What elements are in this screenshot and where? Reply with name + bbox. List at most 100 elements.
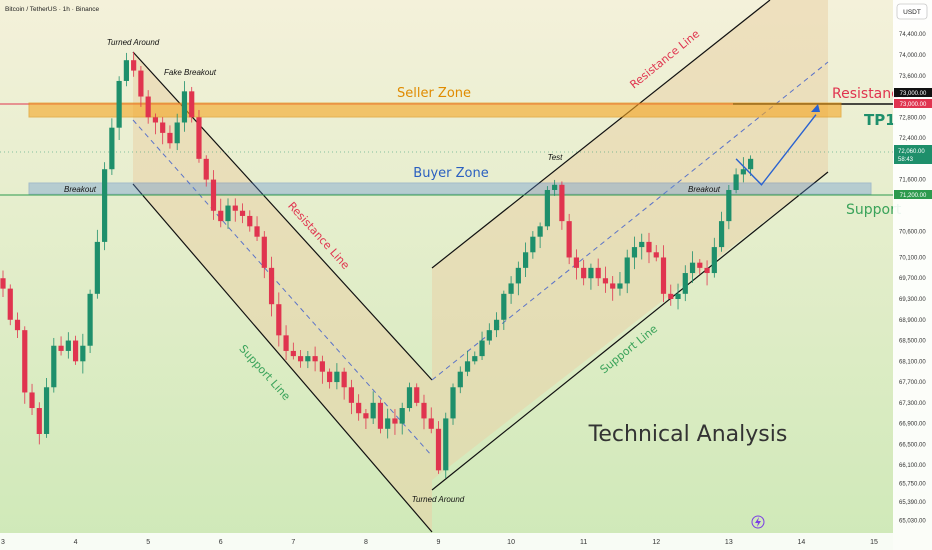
down-mid-line	[132, 119, 433, 457]
price-tick-9: 69,300.00	[899, 297, 926, 303]
time-tick-9: 12	[652, 539, 660, 546]
candle-body	[733, 174, 739, 190]
candle-body	[377, 402, 384, 429]
candles	[0, 51, 754, 479]
candle-body	[65, 340, 71, 351]
price-tick-16: 66,500.00	[899, 442, 926, 448]
candle-body	[29, 392, 35, 409]
candle-body	[109, 127, 115, 170]
up-resistance-line	[431, 0, 771, 269]
candle-body	[472, 356, 478, 362]
down-support-line	[132, 183, 433, 533]
support-label: Support	[846, 202, 902, 218]
currency-button-label: USDT	[903, 9, 921, 16]
time-tick-10: 13	[725, 539, 733, 546]
candle-body	[58, 345, 64, 351]
candle-body	[196, 117, 202, 159]
candle-body	[566, 221, 572, 258]
candle-body	[479, 340, 485, 357]
resistance-price-badge-2	[894, 99, 932, 108]
candle-body	[87, 293, 93, 346]
support-price-badge	[894, 190, 932, 199]
time-tick-1: 4	[74, 539, 78, 546]
candle-body	[370, 402, 376, 419]
candle-body	[138, 70, 144, 97]
turned-around-top-label: Turned Around	[107, 38, 160, 47]
projection-arrow-head	[811, 104, 820, 112]
candle-body	[457, 371, 463, 388]
candle-body	[385, 418, 391, 429]
price-tick-18: 65,750.00	[899, 481, 926, 487]
candle-body	[508, 283, 514, 294]
price-tick-17: 66,100.00	[899, 463, 926, 469]
candle-body	[0, 278, 6, 289]
candle-body	[559, 184, 565, 222]
candle-body	[14, 319, 21, 331]
candle-body	[72, 340, 79, 362]
technical-analysis-label: Technical Analysis	[588, 422, 788, 447]
candle-body	[327, 371, 333, 383]
breakout-right-label: Breakout	[688, 185, 721, 194]
resistance-price-badge	[894, 88, 932, 97]
candle-body	[80, 345, 86, 362]
time-tick-6: 9	[437, 539, 441, 546]
time-tick-8: 11	[580, 539, 587, 546]
candle-body	[145, 96, 151, 118]
candle-body	[123, 60, 129, 81]
candle-body	[544, 189, 550, 227]
lightning-icon[interactable]	[751, 515, 765, 529]
time-tick-12: 15	[870, 539, 878, 546]
price-tick-6: 70,600.00	[899, 230, 926, 236]
price-tick-13: 67,700.00	[899, 380, 926, 386]
price-tick-15: 66,900.00	[899, 422, 926, 428]
up-channel-fill	[432, 0, 828, 480]
price-tick-1: 74,000.00	[899, 53, 926, 59]
time-axis-ticks: 3 4 5 6 7 8 9 10 11 12 13 14 15	[1, 539, 878, 546]
candle-body	[552, 184, 558, 190]
candle-body	[443, 418, 449, 471]
price-tick-14: 67,300.00	[899, 401, 926, 407]
candle-body	[348, 387, 354, 403]
seller-zone-label: Seller Zone	[397, 86, 471, 101]
buyer-zone-label: Buyer Zone	[413, 166, 488, 181]
candle-body	[646, 241, 652, 253]
candle-body	[486, 330, 492, 341]
candle-body	[276, 304, 282, 336]
candle-body	[43, 387, 50, 434]
candle-body	[341, 371, 347, 388]
candle-body	[131, 60, 137, 71]
time-tick-7: 10	[507, 539, 515, 546]
price-tick-8: 69,700.00	[899, 276, 926, 282]
price-tick-11: 68,500.00	[899, 339, 926, 345]
candle-body	[334, 371, 340, 383]
candle-body	[530, 236, 536, 253]
candle-body	[181, 91, 188, 123]
candle-body	[748, 158, 754, 170]
candle-body	[268, 267, 275, 305]
candle-body	[363, 413, 369, 419]
candle-body	[94, 241, 100, 294]
price-tick-7: 70,100.00	[899, 255, 926, 261]
candle-body	[399, 408, 405, 424]
currency-button[interactable]	[896, 3, 928, 20]
time-axis-panel	[0, 533, 893, 550]
price-tick-20: 65,030.00	[899, 519, 926, 525]
lightning-icon-glyph	[755, 517, 761, 527]
time-tick-3: 6	[219, 539, 223, 546]
candle-body	[515, 267, 521, 284]
candle-body	[639, 241, 645, 248]
candle-body	[392, 418, 398, 424]
candle-body	[523, 252, 529, 268]
candle-body	[726, 189, 732, 222]
price-axis-ticks: 74,400.00 74,000.00 73,600.00 72,800.00 72,4…	[899, 32, 926, 524]
price-tick-5: 71,600.00	[899, 178, 926, 184]
candle-body	[464, 361, 471, 372]
candle-body	[210, 179, 217, 211]
candle-body	[247, 215, 253, 227]
candle-body	[660, 257, 667, 294]
candle-body	[116, 80, 122, 128]
candle-body	[218, 210, 224, 222]
candle-body	[704, 267, 710, 274]
candle-body	[501, 293, 507, 320]
test-label: Test	[548, 153, 564, 162]
